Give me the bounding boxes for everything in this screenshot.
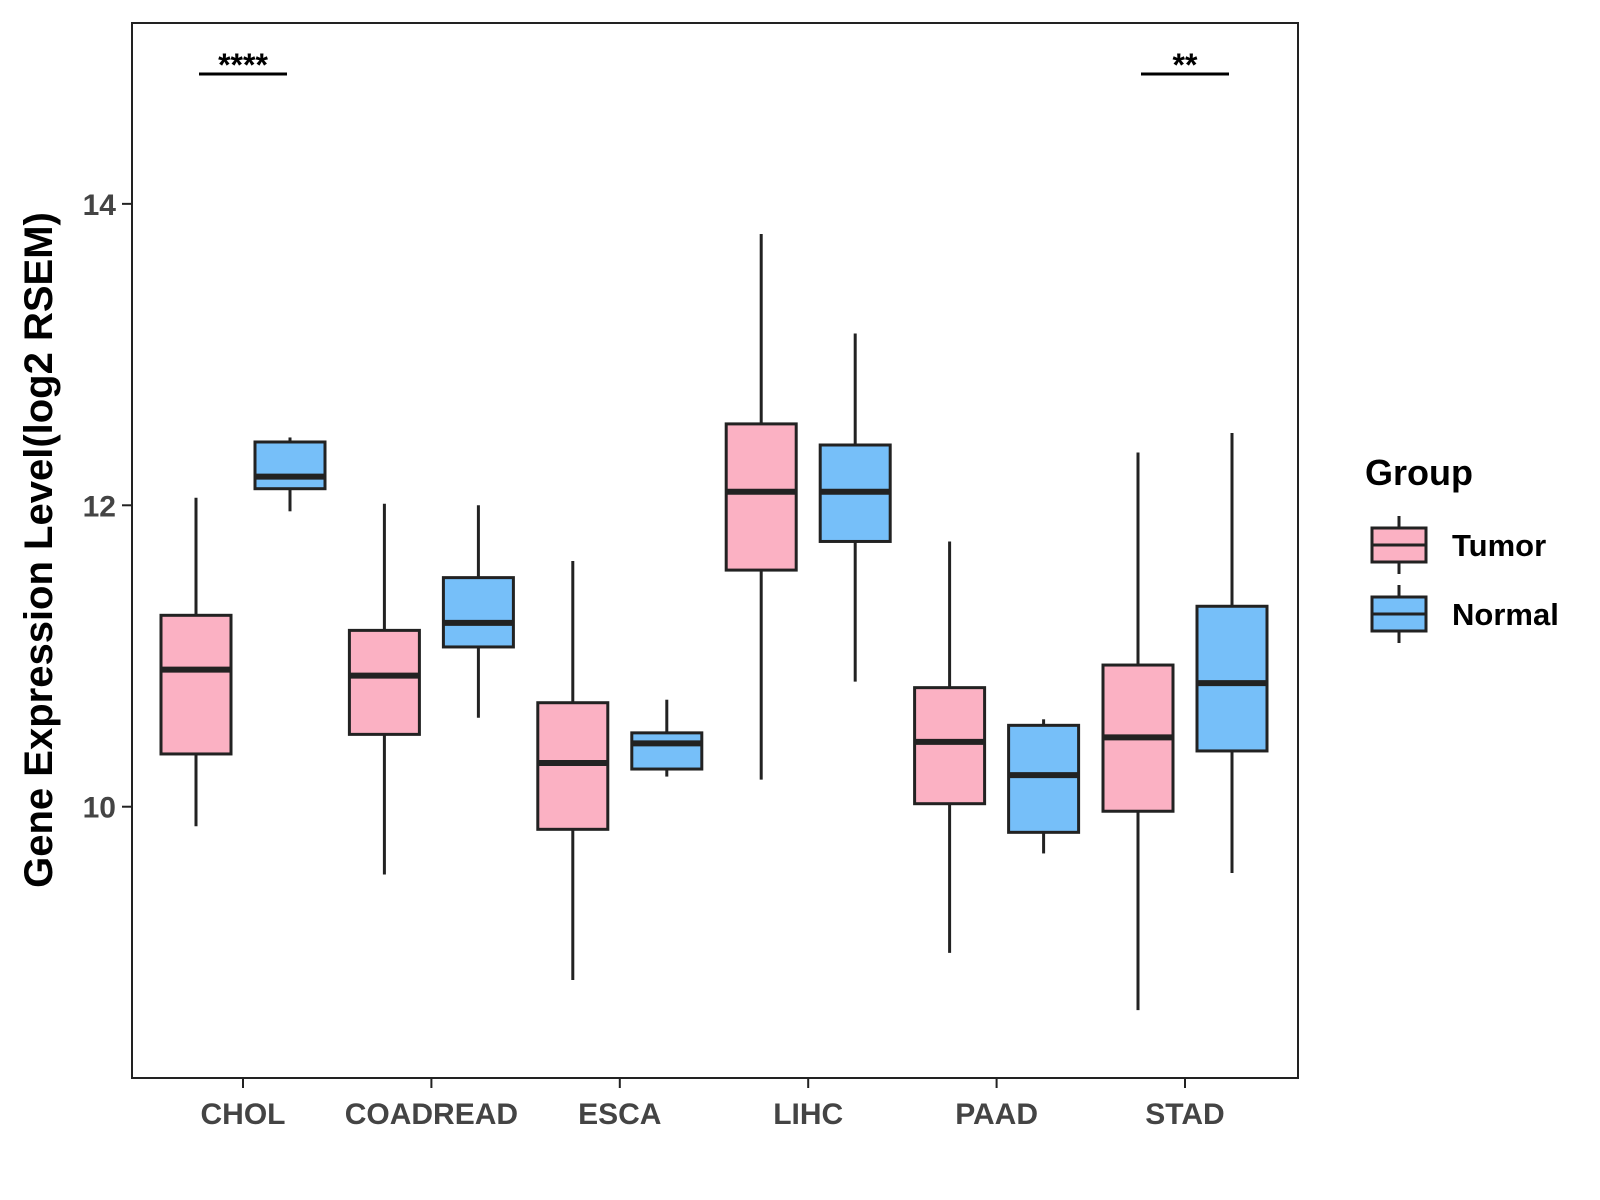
box-tumor-coadread <box>347 503 421 875</box>
y-axis-label: Gene Expression Level(log2 RSEM) <box>17 212 61 888</box>
box-normal-esca <box>630 699 704 777</box>
box-iqr <box>441 576 515 649</box>
box-normal-chol <box>253 437 327 512</box>
x-tick-label-lihc: LIHC <box>773 1098 843 1131</box>
box-normal-paad <box>1007 719 1081 854</box>
significance-annotations: **** ** <box>199 47 1229 83</box>
box-tumor-chol <box>159 497 233 827</box>
legend-label: Tumor <box>1452 528 1546 563</box>
legend: Group Tumor Normal <box>1365 452 1559 643</box>
legend-entry-tumor: Tumor <box>1370 516 1546 574</box>
box-iqr <box>1007 723 1081 834</box>
box-iqr <box>347 628 421 736</box>
box-iqr <box>536 701 610 831</box>
box-normal-coadread <box>441 505 515 718</box>
box-iqr <box>159 613 233 756</box>
box-normal-stad <box>1195 432 1269 874</box>
y-tick-label: 10 <box>83 792 116 825</box>
x-tick-label-paad: PAAD <box>955 1098 1038 1131</box>
significance-label: **** <box>218 47 268 83</box>
box-iqr <box>913 686 987 806</box>
plot-panel-border <box>131 22 1299 1079</box>
box-tumor-paad <box>913 541 987 953</box>
box-iqr <box>1195 604 1269 753</box>
legend-label: Normal <box>1452 597 1559 632</box>
significance-label: ** <box>1173 47 1198 83</box>
box-iqr <box>253 440 327 491</box>
tick-layer: 10 12 14 CHOL COADREAD ESCA LIHC PAAD STAD <box>83 189 1225 1131</box>
box-iqr <box>724 422 798 572</box>
legend-entry-normal: Normal <box>1370 585 1559 643</box>
box-tumor-lihc <box>724 234 798 780</box>
x-tick-label-coadread: COADREAD <box>345 1098 518 1131</box>
y-tick-label: 12 <box>83 490 116 523</box>
y-tick-label: 14 <box>83 189 117 222</box>
box-layer <box>159 234 1269 1011</box>
box-iqr <box>630 731 704 771</box>
box-normal-lihc <box>818 333 892 682</box>
significance-stad: ** <box>1141 47 1229 83</box>
box-tumor-stad <box>1101 452 1175 1011</box>
x-tick-label-esca: ESCA <box>578 1098 661 1131</box>
box-tumor-esca <box>536 561 610 981</box>
x-tick-label-chol: CHOL <box>201 1098 286 1131</box>
significance-chol: **** <box>199 47 287 83</box>
x-tick-label-stad: STAD <box>1145 1098 1224 1131</box>
legend-title: Group <box>1365 452 1473 493</box>
